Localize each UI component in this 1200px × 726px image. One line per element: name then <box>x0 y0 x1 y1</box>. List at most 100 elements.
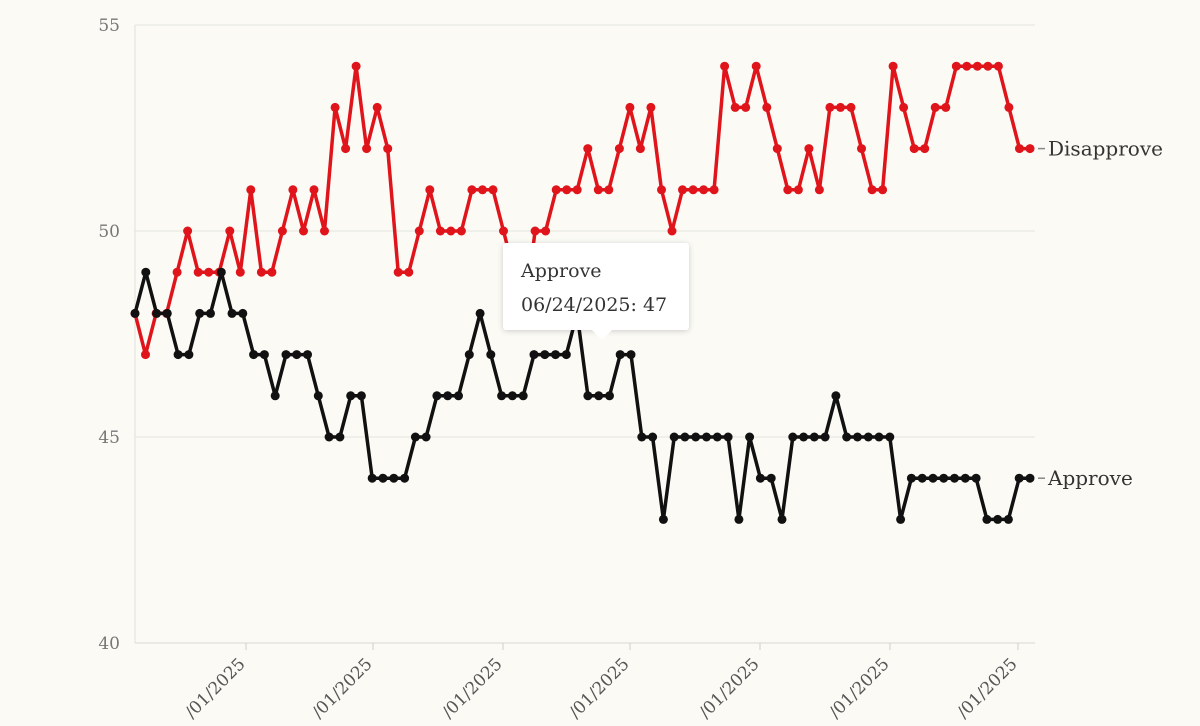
approve-point <box>712 432 722 442</box>
approve-point <box>583 391 593 401</box>
approve-point <box>626 350 636 360</box>
approve-point <box>853 432 862 442</box>
approve-point <box>400 473 410 483</box>
disapprove-point <box>846 102 856 112</box>
approve-point <box>874 432 884 442</box>
disapprove-point <box>793 185 803 195</box>
disapprove-point <box>446 226 456 236</box>
disapprove-point <box>993 61 1003 71</box>
disapprove-point <box>688 185 698 195</box>
x-tick-label: /01/2025 <box>438 654 506 722</box>
approve-point <box>389 473 399 483</box>
approve-point <box>529 350 539 360</box>
approve-point <box>917 473 927 483</box>
approve-point <box>820 432 830 442</box>
approve-point <box>1025 473 1035 483</box>
approve-point <box>885 432 895 442</box>
disapprove-point <box>857 144 866 154</box>
disapprove-point <box>699 185 709 195</box>
disapprove-point <box>972 61 982 71</box>
disapprove-point <box>751 61 761 71</box>
approve-point <box>993 514 1003 524</box>
disapprove-point <box>762 102 772 112</box>
disapprove-point <box>362 144 372 154</box>
approve-point <box>960 473 970 483</box>
disapprove-point <box>667 226 677 236</box>
disapprove-point <box>888 61 898 71</box>
disapprove-series-label: Disapprove <box>1048 137 1163 161</box>
disapprove-point <box>256 267 266 277</box>
disapprove-point <box>414 226 424 236</box>
disapprove-point <box>320 226 329 236</box>
approve-point <box>141 267 151 277</box>
approve-point <box>206 308 215 318</box>
approve-point <box>702 432 711 442</box>
disapprove-point <box>467 185 477 195</box>
approve-point <box>745 432 755 442</box>
approve-point <box>313 391 323 401</box>
disapprove-point <box>614 144 624 154</box>
disapprove-point <box>299 226 308 236</box>
disapprove-point <box>814 185 824 195</box>
approve-point <box>518 391 528 401</box>
approve-series-label: Approve <box>1047 466 1133 490</box>
approve-point <box>950 473 959 483</box>
approve-point <box>356 391 366 401</box>
disapprove-point <box>625 102 635 112</box>
approve-point <box>410 432 420 442</box>
approve-point <box>594 391 604 401</box>
disapprove-point <box>425 185 435 195</box>
approve-point <box>540 350 550 360</box>
approve-point <box>777 514 787 524</box>
disapprove-point <box>288 185 298 195</box>
approve-point <box>648 432 658 442</box>
y-tick-label: 40 <box>98 634 120 654</box>
approve-point <box>303 350 312 360</box>
disapprove-point <box>372 102 382 112</box>
disapprove-point <box>730 102 740 112</box>
disapprove-point <box>930 102 940 112</box>
disapprove-point <box>225 226 235 236</box>
disapprove-point <box>899 102 909 112</box>
y-tick-label: 55 <box>98 16 120 36</box>
disapprove-point <box>804 144 814 154</box>
x-axis-ticks: /01/2025/01/2025/01/2025/01/2025/01/2025… <box>181 643 1022 723</box>
disapprove-point <box>383 144 393 154</box>
approve-point <box>335 432 345 442</box>
series-layer <box>130 61 1035 524</box>
disapprove-point <box>678 185 687 195</box>
disapprove-point <box>193 267 203 277</box>
approve-point <box>680 432 690 442</box>
disapprove-point <box>172 267 182 277</box>
disapprove-point <box>404 267 414 277</box>
tooltip-value: 06/24/2025: 47 <box>521 294 668 316</box>
approve-point <box>615 350 625 360</box>
disapprove-point <box>478 185 487 195</box>
disapprove-point <box>141 350 150 360</box>
disapprove-point <box>1015 144 1024 154</box>
approve-point <box>259 350 269 360</box>
approve-point <box>421 432 431 442</box>
approve-point <box>184 350 194 360</box>
disapprove-point <box>435 226 445 236</box>
disapprove-point <box>962 61 972 71</box>
approve-point <box>691 432 701 442</box>
disapprove-point <box>488 185 498 195</box>
y-axis-ticks: 40 45 50 55 <box>98 16 120 654</box>
approve-point <box>551 350 560 360</box>
disapprove-point <box>267 267 277 277</box>
approve-point <box>799 432 809 442</box>
approve-point <box>249 350 259 360</box>
approve-point <box>863 432 873 442</box>
x-tick-label: /01/2025 <box>308 654 376 722</box>
disapprove-point <box>983 61 993 71</box>
disapprove-point <box>825 102 835 112</box>
x-tick-label: /01/2025 <box>953 654 1021 722</box>
disapprove-point <box>246 185 256 195</box>
y-tick-label: 45 <box>98 428 120 448</box>
tooltip-title: Approve <box>521 260 602 282</box>
approve-point <box>896 514 906 524</box>
x-tick-label: /01/2025 <box>825 654 893 722</box>
approve-point <box>464 350 474 360</box>
